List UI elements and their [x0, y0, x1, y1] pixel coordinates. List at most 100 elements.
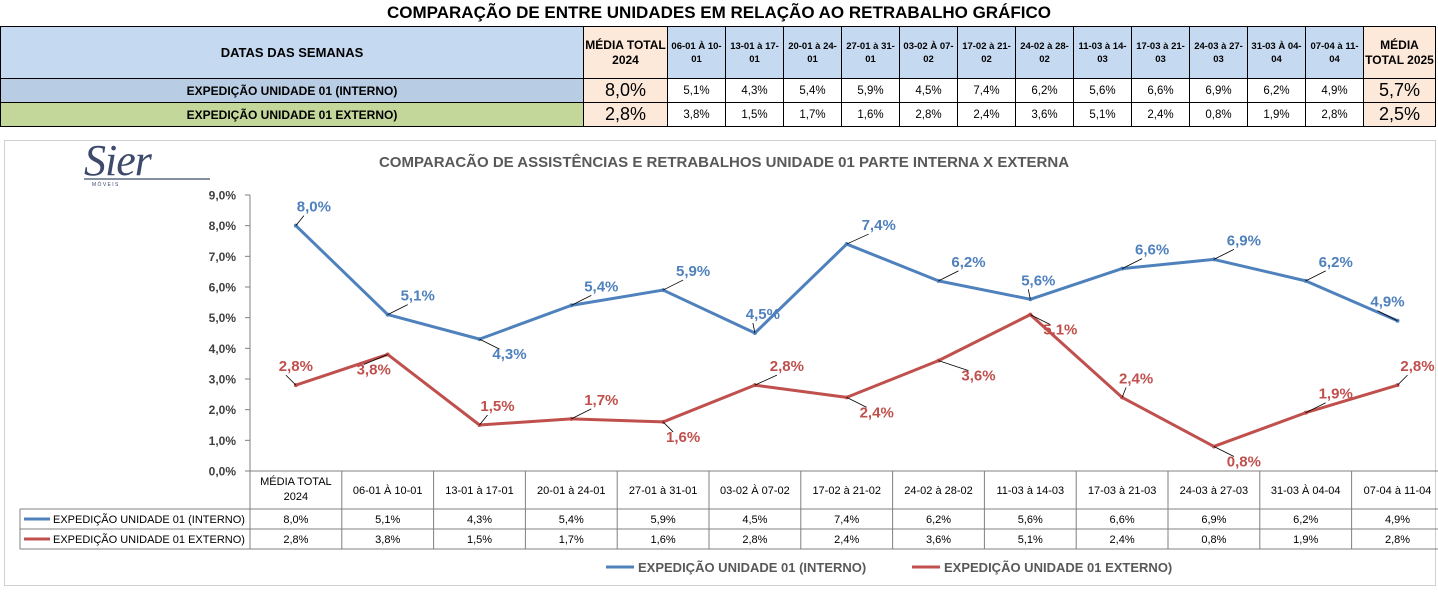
week-value-cell[interactable]: 6,2%: [1015, 78, 1074, 103]
data-table-cell: 2,4%: [1110, 534, 1135, 546]
data-label-leader: [1121, 387, 1127, 398]
data-label: 2,4%: [1119, 370, 1153, 387]
x-tick-label: 17-02 à 21-02: [812, 485, 881, 497]
x-tick-label: 06-01 À 10-01: [353, 484, 423, 497]
x-tick-label: 07-04 à 11-04: [1364, 485, 1432, 497]
data-label-leader: [662, 421, 674, 433]
data-table-cell: 5,1%: [1018, 534, 1043, 546]
week-value-cell[interactable]: 6,2%: [1247, 78, 1306, 103]
x-tick-label: 13-01 à 17-01: [445, 485, 514, 497]
week-value-cell[interactable]: 6,6%: [1131, 78, 1190, 103]
data-label-leader: [1213, 446, 1235, 457]
avg-2025-cell[interactable]: 2,5%: [1363, 102, 1436, 127]
week-value-cell[interactable]: 1,5%: [725, 102, 784, 127]
data-label: 1,5%: [480, 398, 514, 415]
week-header-cell[interactable]: 27-01 à 31-01: [841, 26, 900, 79]
data-label: 2,8%: [279, 358, 313, 375]
y-tick-label: 3,0%: [209, 373, 237, 387]
data-label: 2,8%: [770, 358, 804, 375]
summary-table: DATAS DAS SEMANAS MÉDIA TOTAL 2024 06-01…: [0, 26, 1436, 127]
week-value-cell[interactable]: 1,9%: [1247, 102, 1306, 127]
data-label-leader: [938, 270, 959, 282]
y-tick-label: 2,0%: [209, 403, 237, 417]
week-value-cell[interactable]: 5,6%: [1073, 78, 1132, 103]
data-label: 8,0%: [297, 199, 331, 216]
y-tick-label: 7,0%: [209, 250, 237, 264]
data-table-series-name: EXPEDIÇÃO UNIDADE 01 EXTERNO): [53, 533, 245, 546]
data-label-leader: [662, 279, 684, 291]
row-label-externo[interactable]: EXPEDIÇÃO UNIDADE 01 EXTERNO): [0, 102, 584, 127]
week-value-cell[interactable]: 5,1%: [1073, 102, 1132, 127]
data-label: 5,9%: [676, 263, 710, 280]
chart-area[interactable]: [4, 140, 1436, 586]
data-label-leader: [363, 354, 388, 365]
data-table-cell: 2,4%: [834, 534, 859, 546]
week-header-cell[interactable]: 06-01 À 10-01: [667, 26, 726, 79]
week-value-cell[interactable]: 2,4%: [957, 102, 1016, 127]
week-header-cell[interactable]: 07-04 à 11-04: [1305, 26, 1364, 79]
week-value-cell[interactable]: 1,7%: [783, 102, 842, 127]
week-header-cell[interactable]: 31-03 À 04-04: [1247, 26, 1306, 79]
data-label: 5,1%: [401, 288, 435, 305]
data-label-leader: [479, 414, 488, 426]
data-label-leader: [571, 408, 592, 420]
data-label: 1,6%: [666, 429, 700, 446]
week-value-cell[interactable]: 2,4%: [1131, 102, 1190, 127]
data-label-leader: [1027, 289, 1031, 300]
y-tick-label: 8,0%: [209, 219, 237, 233]
data-table-cell: 2,8%: [742, 534, 767, 546]
week-value-cell[interactable]: 4,9%: [1305, 78, 1364, 103]
x-tick-label: 24-03 à 27-03: [1180, 485, 1249, 497]
data-label: 1,9%: [1319, 386, 1353, 403]
week-value-cell[interactable]: 6,9%: [1189, 78, 1248, 103]
week-header-cell[interactable]: 17-02 à 21-02: [957, 26, 1016, 79]
data-table-cell: 1,7%: [559, 534, 584, 546]
week-header-cell[interactable]: 03-02 À 07-02: [899, 26, 958, 79]
week-value-cell[interactable]: 5,1%: [667, 78, 726, 103]
week-header-cell[interactable]: 24-03 à 27-03: [1189, 26, 1248, 79]
data-label: 2,4%: [860, 404, 894, 421]
data-label-leader: [846, 397, 867, 408]
x-tick-label: 20-01 à 24-01: [537, 485, 606, 497]
week-value-cell[interactable]: 3,6%: [1015, 102, 1074, 127]
week-header-cell[interactable]: 17-03 à 21-03: [1131, 26, 1190, 79]
avg-2025-header-cell[interactable]: MÉDIA TOTAL 2025: [1363, 26, 1436, 79]
data-table-cell: 1,6%: [651, 534, 676, 546]
week-value-cell[interactable]: 5,9%: [841, 78, 900, 103]
header-row: DATAS DAS SEMANAS MÉDIA TOTAL 2024 06-01…: [0, 26, 1436, 79]
row-label-interno[interactable]: EXPEDIÇÃO UNIDADE 01 (INTERNO): [0, 78, 584, 103]
table-row-externo: EXPEDIÇÃO UNIDADE 01 EXTERNO) 2,8% 3,8% …: [0, 102, 1436, 127]
sier-logo: Sier M Ó V E I S: [84, 139, 210, 187]
data-table-cell: 3,8%: [375, 534, 400, 546]
week-value-cell[interactable]: 1,6%: [841, 102, 900, 127]
weeks-header-cell[interactable]: DATAS DAS SEMANAS: [0, 26, 584, 79]
data-label-leader: [285, 374, 297, 386]
data-label-leader: [1213, 249, 1235, 260]
x-tick-label: 24-02 à 28-02: [904, 485, 973, 497]
data-label-leader: [938, 360, 969, 371]
data-table-cell: 5,1%: [375, 514, 400, 526]
week-header-cell[interactable]: 11-03 à 14-03: [1073, 26, 1132, 79]
data-table-cell: 2,8%: [283, 534, 308, 546]
y-tick-label: 1,0%: [209, 434, 237, 448]
data-label: 6,9%: [1227, 232, 1261, 249]
data-table-cell: 1,9%: [1293, 534, 1318, 546]
week-value-cell[interactable]: 2,8%: [899, 102, 958, 127]
y-tick-label: 9,0%: [209, 189, 237, 203]
data-label: 0,8%: [1227, 453, 1261, 470]
week-header-cell[interactable]: 13-01 à 17-01: [725, 26, 784, 79]
chart-title: COMPARACÃO DE ASSISTÊNCIAS E RETRABALHOS…: [379, 153, 1069, 171]
logo-text: Sier: [84, 139, 153, 185]
week-value-cell[interactable]: 7,4%: [957, 78, 1016, 103]
data-table-series-name: EXPEDIÇÃO UNIDADE 01 (INTERNO): [53, 513, 245, 526]
week-value-cell[interactable]: 4,3%: [725, 78, 784, 103]
data-label-leader: [479, 338, 500, 350]
week-value-cell[interactable]: 3,8%: [667, 102, 726, 127]
week-header-cell[interactable]: 24-02 à 28-02: [1015, 26, 1074, 79]
week-value-cell[interactable]: 5,4%: [783, 78, 842, 103]
avg-2024-header-cell[interactable]: MÉDIA TOTAL 2024: [583, 26, 668, 79]
data-table-cell: 4,5%: [742, 514, 767, 526]
avg-2024-cell[interactable]: 2,8%: [583, 102, 668, 127]
avg-2025-cell[interactable]: 5,7%: [1363, 78, 1436, 103]
